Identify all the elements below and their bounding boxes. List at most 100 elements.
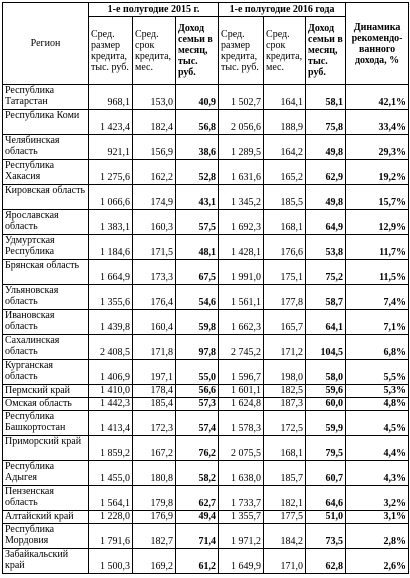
- value-cell: 1 733,7: [218, 485, 265, 511]
- table-row: Республика Башкортостан 1 413,4 172,3 57,4 1…: [2, 410, 410, 436]
- value-cell: 197,1: [132, 359, 176, 385]
- value-cell: 165,2: [263, 159, 307, 185]
- value-cell: 178,4: [132, 384, 176, 398]
- value-cell: 4,3%: [345, 460, 410, 486]
- value-cell: 19,2%: [345, 159, 410, 185]
- value-cell: 1 500,3: [88, 548, 133, 574]
- table-row: Кировская область 1 066,6 174,9 43,1 1 345,2…: [2, 184, 410, 210]
- value-cell: 5,3%: [345, 384, 410, 398]
- value-cell: 71,4: [174, 523, 220, 549]
- region-cell: Республика Башкортостан: [2, 410, 89, 436]
- value-cell: 1 455,0: [88, 460, 133, 486]
- table-row: Приморский край 1 859,2 167,2 76,2 2 075,5 16…: [2, 435, 410, 461]
- region-cell: Кировская область: [2, 184, 89, 210]
- value-cell: 61,2: [174, 548, 220, 574]
- region-cell: Республика Адыгея: [2, 460, 89, 486]
- value-cell: 64,6: [305, 485, 347, 511]
- region-cell: Республика Хакасия: [2, 159, 89, 185]
- value-cell: 171,5: [132, 234, 176, 260]
- region-cell: Ярославская область: [2, 209, 89, 235]
- value-cell: 164,1: [263, 84, 307, 110]
- value-cell: 179,8: [132, 485, 176, 511]
- value-cell: 184,2: [263, 523, 307, 549]
- value-cell: 1 649,9: [218, 548, 265, 574]
- value-cell: 2,8%: [345, 523, 410, 549]
- value-cell: 176,4: [132, 284, 176, 310]
- value-cell: 58,7: [305, 284, 347, 310]
- value-cell: 1 428,1: [218, 234, 265, 260]
- value-cell: 165,7: [263, 309, 307, 335]
- value-cell: 48,1: [174, 234, 220, 260]
- value-cell: 57,3: [174, 397, 220, 411]
- table-row: Республика Мордовия 1 791,6 182,7 71,4 1 971…: [2, 523, 410, 549]
- value-cell: 153,0: [132, 84, 176, 110]
- value-cell: 182,5: [263, 384, 307, 398]
- region-cell: Ульяновская область: [2, 284, 89, 310]
- table-row: Курганская область 1 406,9 197,1 55,0 1 596,…: [2, 359, 410, 385]
- value-cell: 57,5: [174, 209, 220, 235]
- table-row: Омская область 1 442,3 185,4 57,3 1 624,8 187…: [2, 397, 410, 411]
- value-cell: 53,8: [305, 234, 347, 260]
- value-cell: 3,1%: [345, 510, 410, 524]
- table-row: Пензенская область 1 564,1 179,8 62,7 1 733,…: [2, 485, 410, 511]
- table-row: Республика Хакасия 1 275,6 162,2 52,8 1 631,…: [2, 159, 410, 185]
- value-cell: 164,2: [263, 134, 307, 160]
- value-cell: 185,4: [132, 397, 176, 411]
- value-cell: 58,2: [174, 460, 220, 486]
- value-cell: 1 692,3: [218, 209, 265, 235]
- region-cell: Курганская область: [2, 359, 89, 385]
- value-cell: 104,5: [305, 334, 347, 360]
- value-cell: 56,6: [174, 384, 220, 398]
- value-cell: 1 413,4: [88, 410, 133, 436]
- value-cell: 33,4%: [345, 109, 410, 135]
- table-row: Брянская область 1 664,9 173,3 67,5 1 991,0 1…: [2, 259, 410, 285]
- value-cell: 4,5%: [345, 410, 410, 436]
- value-cell: 7,1%: [345, 309, 410, 335]
- value-cell: 49,8: [305, 184, 347, 210]
- value-cell: 1 596,7: [218, 359, 265, 385]
- value-cell: 1 066,6: [88, 184, 133, 210]
- region-cell: Брянская область: [2, 259, 89, 285]
- value-cell: 182,1: [263, 485, 307, 511]
- value-cell: 2 745,2: [218, 334, 265, 360]
- value-cell: 1 442,3: [88, 397, 133, 411]
- value-cell: 64,1: [305, 309, 347, 335]
- value-cell: 1 991,0: [218, 259, 265, 285]
- value-cell: 60,7: [305, 460, 347, 486]
- value-cell: 67,5: [174, 259, 220, 285]
- value-cell: 167,2: [132, 435, 176, 461]
- table-row: Ярославская область 1 383,1 160,3 57,5 1 692…: [2, 209, 410, 235]
- region-cell: Республика Татарстан: [2, 84, 89, 110]
- header-cell: Сред. срок кредита, мес.: [132, 16, 176, 85]
- value-cell: 182,4: [132, 109, 176, 135]
- value-cell: 172,5: [263, 410, 307, 436]
- value-cell: 5,5%: [345, 359, 410, 385]
- header-cell: Сред. размер кредита, тыс. руб.: [218, 16, 265, 85]
- value-cell: 177,5: [263, 510, 307, 524]
- value-cell: 43,1: [174, 184, 220, 210]
- header-cell: Сред. срок кредита, мес.: [263, 16, 307, 85]
- value-cell: 198,0: [263, 359, 307, 385]
- table-row: Ивановская область 1 439,8 160,4 59,8 1 662,…: [2, 309, 410, 335]
- value-cell: 49,4: [174, 510, 220, 524]
- value-cell: 188,9: [263, 109, 307, 135]
- value-cell: 49,8: [305, 134, 347, 160]
- region-cell: Республика Коми: [2, 109, 89, 135]
- value-cell: 38,6: [174, 134, 220, 160]
- value-cell: 1 383,1: [88, 209, 133, 235]
- value-cell: 76,2: [174, 435, 220, 461]
- value-cell: 1 423,4: [88, 109, 133, 135]
- value-cell: 1 664,9: [88, 259, 133, 285]
- value-cell: 11,5%: [345, 259, 410, 285]
- region-cell: Ивановская область: [2, 309, 89, 335]
- value-cell: 162,2: [132, 159, 176, 185]
- region-cell: Удмуртская Республика: [2, 234, 89, 260]
- value-cell: 56,8: [174, 109, 220, 135]
- header-cell: Доход семьи в месяц, тыс. руб.: [305, 16, 347, 85]
- value-cell: 59,9: [305, 410, 347, 436]
- value-cell: 1 289,5: [218, 134, 265, 160]
- value-cell: 180,8: [132, 460, 176, 486]
- value-cell: 168,1: [263, 209, 307, 235]
- region-cell: Приморский край: [2, 435, 89, 461]
